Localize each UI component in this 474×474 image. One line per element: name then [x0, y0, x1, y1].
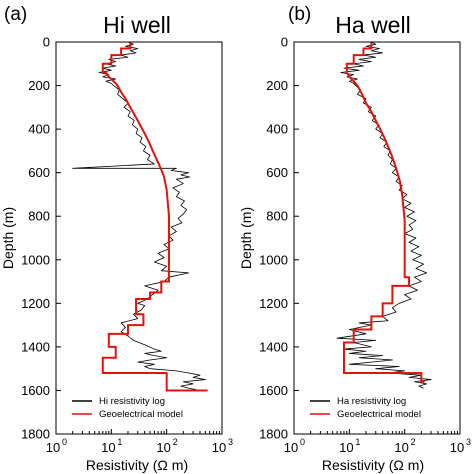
panel-a-resistivity-log-line: [72, 41, 206, 391]
panel-a-letter: (a): [4, 4, 27, 25]
panel-a-y-axis-label: Depth (m): [0, 207, 16, 269]
panel-a-x-tick-label: 10: [212, 440, 226, 455]
panel-b-y-tick-label: 600: [266, 165, 288, 180]
panel-b-y-tick-label: 400: [266, 122, 288, 137]
panel-b-x-tick-exponent: 0: [300, 437, 305, 447]
panel-b-series: [336, 41, 432, 389]
panel-b-y-axis-label: Depth (m): [238, 207, 254, 269]
panel-a-y-tick-label: 0: [43, 35, 50, 50]
panel-a-x-tick-exponent: 0: [62, 437, 67, 447]
panel-b-y-tick-label: 1400: [259, 339, 288, 354]
panel-a-geoelectrical-model-line: [101, 42, 208, 392]
panel-b-y-tick-label: 200: [266, 78, 288, 93]
panel-b-x-ticks: 10 0 10 1 10 2 10 3: [284, 429, 471, 455]
panel-b-legend-label: Geoelectrical model: [337, 409, 421, 420]
panel-b-geoelectrical-model-line: [342, 42, 425, 383]
panel-a-y-tick-label: 800: [28, 209, 50, 224]
panel-a-x-tick-label: 10: [101, 440, 115, 455]
panel-a-series: [72, 41, 208, 392]
panel-b-plot-frame: [293, 41, 461, 435]
panel-b-x-tick-exponent: 3: [466, 437, 471, 447]
panel-a: (a) Hi well 0 200 400 600 800 1000 1200 1400 160…: [0, 4, 233, 473]
panel-a-x-tick-label: 10: [156, 440, 170, 455]
panel-b-x-tick-label: 10: [339, 440, 353, 455]
panel-b-resistivity-log-line: [336, 41, 432, 389]
panel-a-legend: Hi resistivity log Geoelectrical model: [72, 396, 183, 420]
panel-b-y-tick-label: 1800: [259, 427, 288, 442]
panel-a-legend-label: Hi resistivity log: [99, 396, 165, 407]
panel-a-plot-frame: [55, 41, 223, 435]
panel-b-y-tick-label: 1000: [259, 252, 288, 267]
panel-b-x-axis-label: Resistivity (Ω m): [322, 457, 424, 473]
panel-a-x-ticks: 10 0 10 1 10 2 10 3: [46, 429, 233, 455]
panel-b-y-tick-label: 800: [266, 209, 288, 224]
panel-a-y-tick-label: 600: [28, 165, 50, 180]
panel-a-y-ticks: 0 200 400 600 800 1000 1200 1400 1600 1800: [21, 35, 61, 442]
panel-a-x-tick-exponent: 2: [173, 437, 178, 447]
panel-b-y-ticks: 0 200 400 600 800 1000 1200 1400 1600 1800: [259, 35, 299, 442]
panel-b-x-tick-exponent: 2: [411, 437, 416, 447]
panel-b-title: Ha well: [335, 12, 410, 38]
panel-a-x-tick-exponent: 1: [117, 437, 122, 447]
panel-a-y-tick-label: 1800: [21, 427, 50, 442]
panel-a-y-tick-label: 1200: [21, 296, 50, 311]
panel-b-legend-label: Ha resistivity log: [337, 396, 406, 407]
panel-a-x-tick-exponent: 3: [228, 437, 233, 447]
panel-a-y-tick-label: 400: [28, 122, 50, 137]
panel-a-x-axis-label: Resistivity (Ω m): [86, 457, 188, 473]
panel-b-x-tick-label: 10: [284, 440, 298, 455]
panel-b-letter: (b): [288, 4, 311, 25]
panel-a-y-tick-label: 1000: [21, 252, 50, 267]
panel-a-x-tick-label: 10: [46, 440, 60, 455]
panel-b-legend: Ha resistivity log Geoelectrical model: [310, 396, 421, 420]
panel-b-y-tick-label: 1200: [259, 296, 288, 311]
panel-a-title: Hi well: [103, 12, 171, 38]
panel-b-y-tick-label: 1600: [259, 383, 288, 398]
panel-b-x-tick-label: 10: [394, 440, 408, 455]
panel-b: (b) Ha well 0 200 400 600 800 1000 1200 1400 160…: [238, 4, 471, 473]
panel-a-legend-label: Geoelectrical model: [99, 409, 183, 420]
panel-b-x-tick-label: 10: [450, 440, 464, 455]
panel-a-y-tick-label: 200: [28, 78, 50, 93]
panel-a-y-tick-label: 1400: [21, 339, 50, 354]
panel-b-y-tick-label: 0: [281, 35, 288, 50]
panel-a-y-tick-label: 1600: [21, 383, 50, 398]
panel-b-x-tick-exponent: 1: [355, 437, 360, 447]
